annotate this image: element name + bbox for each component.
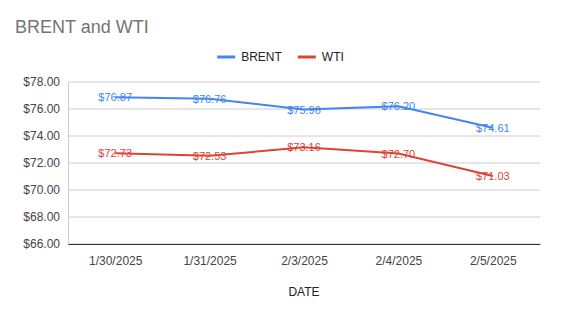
legend-item: BRENT (217, 50, 282, 64)
x-axis-line (69, 244, 541, 245)
y-tick-label: $70.00 (23, 183, 60, 197)
y-tick: $72.00 (23, 156, 68, 170)
y-tick: $66.00 (23, 237, 68, 251)
y-axis-line (68, 83, 69, 245)
data-label: $72.70 (382, 148, 416, 160)
y-tick-label: $72.00 (23, 156, 60, 170)
y-tick-label: $76.00 (23, 102, 60, 116)
y-tick-label: $74.00 (23, 129, 60, 143)
data-label: $76.76 (193, 93, 227, 105)
chart: BRENT and WTI $66.00 $68.00 $70.00 $72.00 $74… (0, 0, 561, 314)
x-tick-label: 1/31/2025 (183, 254, 237, 268)
grid (68, 82, 540, 244)
y-tick-label: $68.00 (23, 210, 60, 224)
legend-label: WTI (322, 50, 344, 64)
grid-line (68, 190, 540, 191)
x-tick-label: 2/4/2025 (376, 254, 423, 268)
x-tick: 2/5/2025 (470, 244, 517, 268)
legend-label: BRENT (241, 50, 282, 64)
x-tick: 2/4/2025 (376, 244, 423, 268)
y-tick: $70.00 (23, 183, 68, 197)
y-axis: $66.00 $68.00 $70.00 $72.00 $74.00 $76.00 $78.… (23, 75, 68, 251)
grid-line (68, 244, 540, 245)
x-tick: 2/3/2025 (281, 244, 328, 268)
x-axis-title: DATE (288, 285, 319, 299)
data-label: $73.16 (287, 141, 321, 153)
x-tick-label: 2/3/2025 (281, 254, 328, 268)
y-tick: $68.00 (23, 210, 68, 224)
x-tick: 1/30/2025 (89, 244, 143, 268)
x-tick-label: 1/30/2025 (89, 254, 143, 268)
legend-swatch (217, 56, 235, 59)
y-tick: $78.00 (23, 75, 68, 89)
grid-line (68, 136, 540, 137)
grid-line (68, 82, 540, 83)
data-label: $75.96 (287, 104, 321, 116)
series-line (115, 97, 493, 128)
y-tick-label: $66.00 (23, 237, 60, 251)
data-label: $72.53 (193, 150, 227, 162)
legend: BRENT WTI (217, 50, 344, 64)
x-tick: 1/31/2025 (183, 244, 237, 268)
plot-area (115, 97, 493, 176)
data-label: $74.61 (476, 122, 510, 134)
grid-line (68, 217, 540, 218)
x-axis: 1/30/2025 1/31/2025 2/3/2025 2/4/2025 2/5/20… (69, 244, 541, 268)
x-tick-label: 2/5/2025 (470, 254, 517, 268)
y-tick: $74.00 (23, 129, 68, 143)
data-label: $71.03 (476, 170, 510, 182)
y-tick-label: $78.00 (23, 75, 60, 89)
data-label: $76.87 (98, 91, 132, 103)
title: BRENT and WTI (15, 17, 149, 37)
data-labels: $76.87 $76.76 $75.96 $76.20 $74.61 $72.73 $72.… (98, 91, 509, 182)
grid-line (68, 163, 540, 164)
legend-item: WTI (298, 50, 344, 64)
y-tick: $76.00 (23, 102, 68, 116)
data-label: $76.20 (382, 100, 416, 112)
legend-swatch (298, 56, 316, 59)
data-label: $72.73 (98, 147, 132, 159)
